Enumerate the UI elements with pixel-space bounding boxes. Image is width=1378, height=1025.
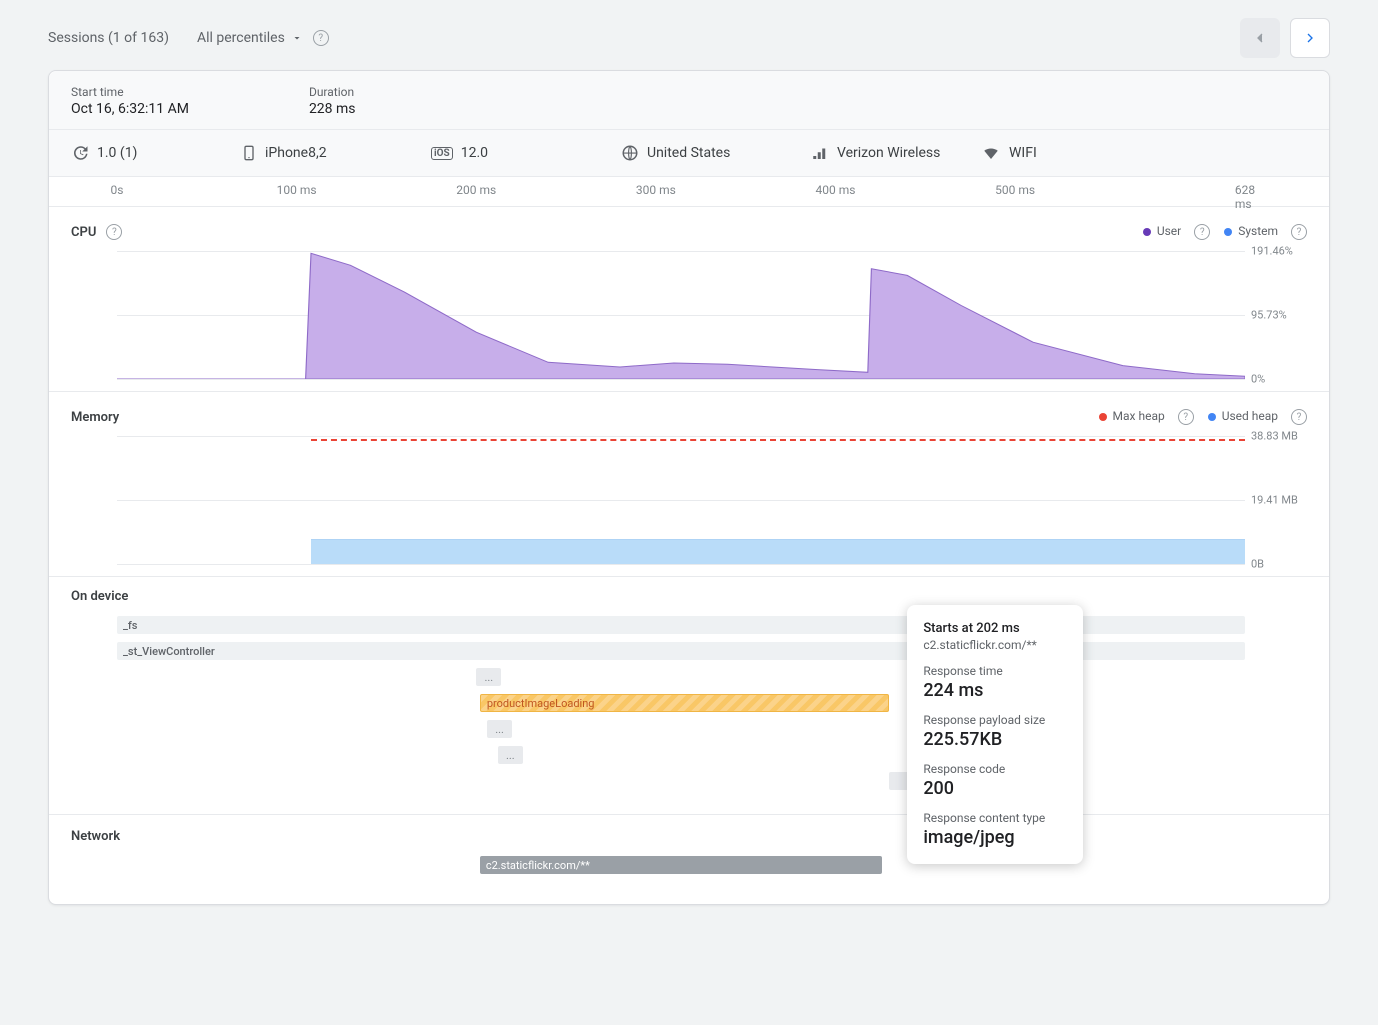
trace-lane: ... [71,666,1307,688]
on-device-section: On device _fs _st_ViewController... produc… [49,577,1329,815]
duration-value: 228 ms [309,101,356,117]
chevron-left-icon [1252,30,1268,46]
timeline-tick: 0s [111,183,124,197]
device-model: iPhone8,2 [241,144,431,162]
help-icon[interactable]: ? [1291,224,1307,240]
sessions-label: Sessions (1 of 163) [48,30,169,46]
network-value: WIFI [1009,145,1037,161]
percentiles-select[interactable]: All percentiles [197,30,303,46]
used-heap-area [311,539,1245,564]
trace-bar[interactable]: productImageLoading [480,694,890,712]
country: United States [621,144,811,162]
header-strip: Start time Oct 16, 6:32:11 AM Duration 2… [49,71,1329,130]
trace-lane: _st_ViewController [71,640,1307,662]
trace-bar[interactable]: ... [476,668,501,686]
popover-row-label: Response code [923,762,1067,776]
trace-lane: ... [71,744,1307,766]
cpu-y-label: 0% [1251,373,1305,386]
help-icon[interactable]: ? [1194,224,1210,240]
timeline-tick: 100 ms [277,183,317,197]
memory-y-label: 0B [1251,558,1305,571]
popover-url: c2.staticflickr.com/** [923,638,1067,652]
prev-session-button [1240,18,1280,58]
memory-chart[interactable]: 38.83 MB19.41 MB0B [71,436,1307,576]
start-time-value: Oct 16, 6:32:11 AM [71,101,189,117]
help-icon[interactable]: ? [1291,409,1307,425]
popover-row-value: 224 ms [923,680,1067,701]
carrier-value: Verizon Wireless [837,145,940,161]
trace-lane: productImageLoading [71,692,1307,714]
timeline-tick: 200 ms [456,183,496,197]
network-popover: Starts at 202 ms c2.staticflickr.com/** … [907,605,1083,864]
popover-starts: Starts at 202 ms [923,621,1067,636]
popover-row-label: Response content type [923,811,1067,825]
cpu-title: CPU [71,225,96,240]
legend-item: User ? [1143,224,1210,241]
app-version-value: 1.0 (1) [97,145,137,161]
legend-item: System ? [1224,224,1307,241]
timeline-tick: 300 ms [636,183,676,197]
timeline-tick: 500 ms [995,183,1035,197]
help-icon[interactable]: ? [313,30,329,46]
memory-y-label: 38.83 MB [1251,430,1305,443]
start-time-label: Start time [71,85,189,99]
trace-lane: ... [71,718,1307,740]
percentiles-label: All percentiles [197,30,285,46]
trace-bar[interactable]: ... [498,746,523,764]
country-value: United States [647,145,730,161]
popover-row-label: Response time [923,664,1067,678]
app-version: 1.0 (1) [71,144,241,162]
max-heap-line [311,439,1245,441]
popover-row-label: Response payload size [923,713,1067,727]
signal-icon [811,144,829,162]
network-title: Network [71,829,1307,844]
help-icon[interactable]: ? [106,224,122,240]
cpu-chart[interactable]: 191.46%95.73%0% [71,251,1307,391]
chevron-right-icon [1302,30,1318,46]
cpu-legend: User ? System ? [1143,224,1307,241]
session-card: Start time Oct 16, 6:32:11 AM Duration 2… [48,70,1330,905]
device-strip: 1.0 (1) iPhone8,2 iOS 12.0 United States [49,130,1329,177]
globe-icon [621,144,639,162]
help-icon[interactable]: ? [1178,409,1194,425]
network: WIFI [981,144,1037,162]
memory-legend: Max heap ? Used heap ? [1099,409,1307,426]
duration-label: Duration [309,85,356,99]
timeline-tick: 400 ms [816,183,856,197]
start-time-block: Start time Oct 16, 6:32:11 AM [71,85,189,117]
memory-section: Memory Max heap ? Used heap ? 38.83 MB 19.… [49,392,1329,577]
timeline-ruler: 0s100 ms200 ms300 ms400 ms500 ms628 ms [49,177,1329,207]
memory-y-label: 19.41 MB [1251,494,1305,507]
legend-item: Used heap ? [1208,409,1307,426]
os-version: iOS 12.0 [431,145,621,161]
network-section: Network c2.staticflickr.com/** [49,815,1329,904]
cpu-section: CPU ? User ? System ? 191.46% 95.73% 0% [49,207,1329,392]
device-model-value: iPhone8,2 [265,145,327,161]
trace-lane: _fs [71,614,1307,636]
popover-row-value: image/jpeg [923,827,1067,848]
on-device-title: On device [71,589,1307,604]
wifi-icon [981,144,1001,162]
os-version-value: 12.0 [461,145,488,161]
carrier: Verizon Wireless [811,144,981,162]
duration-block: Duration 228 ms [309,85,356,117]
next-session-button[interactable] [1290,18,1330,58]
network-lane: c2.staticflickr.com/** [71,854,1307,876]
network-bar[interactable]: c2.staticflickr.com/** [480,856,882,874]
ios-icon: iOS [431,147,453,160]
chevron-down-icon [291,32,303,44]
top-bar: Sessions (1 of 163) All percentiles ? [48,18,1330,58]
phone-icon [241,144,257,162]
trace-bar[interactable]: ... [487,720,512,738]
cpu-y-label: 95.73% [1251,309,1305,322]
memory-title: Memory [71,410,119,425]
history-icon [71,144,89,162]
trace-lane [71,770,1307,792]
legend-item: Max heap ? [1099,409,1194,426]
popover-row-value: 225.57KB [923,729,1067,750]
popover-row-value: 200 [923,778,1067,799]
cpu-y-label: 191.46% [1251,245,1305,258]
